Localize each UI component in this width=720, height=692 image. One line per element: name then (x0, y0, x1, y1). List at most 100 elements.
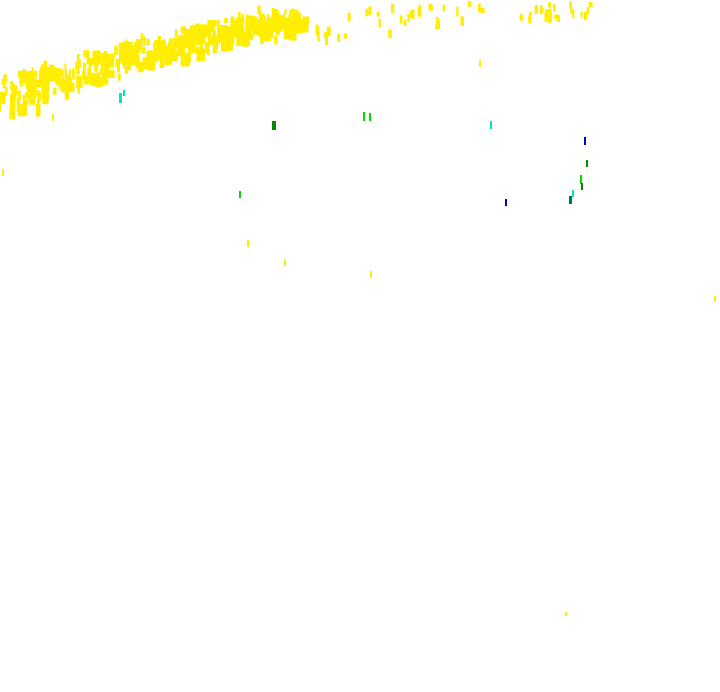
echo (196, 48, 206, 62)
echo (188, 41, 194, 51)
echo (182, 48, 185, 54)
echo (323, 32, 328, 38)
echo (0, 101, 1, 112)
echo (17, 90, 21, 101)
echo (236, 37, 245, 47)
echo (10, 93, 16, 108)
echo (544, 10, 549, 19)
echo (580, 11, 583, 18)
echo (259, 29, 264, 40)
echo (284, 9, 287, 15)
echo (270, 29, 274, 38)
echo (156, 41, 166, 50)
echo (238, 12, 241, 22)
echo (282, 13, 286, 19)
echo (60, 86, 66, 93)
echo (148, 50, 151, 61)
echo (83, 50, 86, 58)
echo (549, 13, 552, 21)
echo (181, 52, 191, 62)
echo (37, 91, 41, 101)
echo (146, 38, 150, 46)
echo (142, 36, 146, 46)
echo (370, 271, 372, 278)
echo (28, 71, 34, 85)
echo (29, 98, 36, 105)
echo (122, 41, 125, 50)
echo (86, 57, 96, 65)
echo (588, 1, 593, 8)
echo (246, 14, 249, 22)
echo (178, 47, 182, 56)
echo (76, 53, 80, 63)
echo (21, 77, 30, 84)
echo (202, 25, 208, 37)
echo (343, 33, 348, 39)
echo (183, 30, 189, 39)
echo (115, 58, 120, 68)
echo (583, 12, 588, 20)
echo (183, 39, 186, 46)
echo (43, 60, 48, 68)
echo (52, 114, 54, 121)
echo (16, 98, 20, 104)
echo (245, 18, 255, 27)
echo (119, 93, 122, 103)
echo (141, 47, 146, 54)
echo (505, 199, 507, 206)
echo (243, 39, 248, 48)
echo (2, 78, 6, 89)
echo (75, 61, 78, 70)
echo (227, 38, 232, 45)
echo (292, 18, 297, 25)
echo (41, 64, 47, 78)
echo (285, 17, 292, 32)
echo (215, 35, 219, 45)
echo (76, 75, 83, 88)
echo (101, 53, 106, 65)
echo (52, 87, 57, 95)
echo (586, 160, 588, 167)
echo (117, 73, 121, 81)
echo (479, 60, 481, 67)
echo (142, 57, 151, 70)
echo (215, 41, 219, 50)
echo (230, 16, 235, 23)
echo (242, 31, 246, 40)
echo (256, 29, 261, 36)
echo (42, 98, 47, 105)
echo (317, 32, 320, 42)
echo (157, 35, 162, 43)
echo (12, 89, 17, 99)
echo (105, 70, 115, 78)
echo (19, 72, 22, 81)
echo (190, 24, 193, 33)
echo (272, 8, 275, 14)
echo (548, 8, 552, 15)
echo (325, 35, 329, 45)
echo (22, 69, 26, 77)
echo (190, 38, 194, 45)
echo (25, 91, 29, 99)
echo (18, 70, 28, 78)
echo (101, 64, 108, 76)
echo (407, 14, 410, 22)
echo (140, 66, 144, 73)
echo (528, 11, 532, 22)
echo (19, 78, 22, 84)
echo (172, 38, 183, 49)
echo (284, 259, 286, 266)
echo (228, 27, 233, 35)
echo (25, 99, 29, 106)
echo (274, 12, 278, 23)
echo (534, 5, 538, 14)
echo (442, 4, 446, 12)
echo (290, 8, 295, 15)
echo (553, 4, 556, 12)
echo (169, 50, 178, 62)
echo (162, 48, 166, 58)
echo (16, 102, 19, 112)
echo (59, 69, 64, 76)
echo (72, 70, 75, 80)
echo (34, 81, 37, 90)
